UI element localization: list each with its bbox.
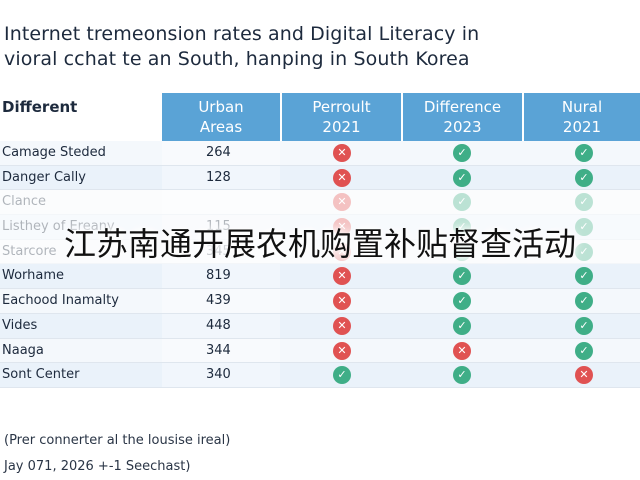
row-label: Sont Center [2, 367, 80, 383]
column-header-line: Perroult [312, 98, 371, 116]
check-icon: ✓ [575, 341, 593, 360]
row-label: Danger Cally [2, 169, 86, 185]
urban-column-band [162, 264, 280, 289]
check-icon: ✓ [575, 168, 593, 187]
check-icon: ✓ [453, 144, 471, 162]
title-line-1: Internet tremeonsion rates and Digital L… [4, 23, 480, 45]
urban-value: 819 [206, 268, 231, 284]
row-label: Camage Steded [2, 145, 106, 160]
table-body: Camage Steded 264 ✕ ✓ ✓ Danger Cally 128 ✕ ✓ ✓ Cla… [0, 141, 640, 388]
check-icon: ✓ [575, 144, 593, 162]
title-block: Internet tremeonsion rates and Digital L… [4, 22, 636, 72]
urban-value: 344 [206, 342, 231, 358]
urban-value: 264 [206, 145, 231, 160]
row-label: Vides [2, 317, 38, 333]
urban-column-band [162, 239, 280, 264]
column-header-perroult: Perroult 2021 [282, 93, 403, 141]
check-icon: ✓ [453, 168, 471, 187]
urban-column-band [162, 215, 280, 239]
row-header-label: Different [2, 98, 78, 116]
table-row: Eachood Inamalty 439 ✕ ✓ ✓ [0, 289, 640, 314]
footnote-date: Jay 071, 2026 +-1 Seechast) [4, 459, 191, 474]
check-icon: ✓ [575, 193, 593, 212]
check-icon: ✓ [575, 242, 593, 261]
check-icon: ✓ [453, 193, 471, 212]
table-row: Clance ✕ ✓ ✓ [0, 190, 640, 216]
urban-column-band [162, 165, 280, 190]
column-header-line: Urban [198, 98, 244, 116]
row-label: Starcore [2, 243, 57, 259]
row-label: Worhame [2, 268, 65, 284]
check-icon: ✓ [575, 267, 593, 286]
table-row: Worhame 819 ✕ ✓ ✓ [0, 264, 640, 290]
urban-value: 345 [206, 243, 231, 259]
overlay-caption: 江苏南通开展农机购置补贴督查活动 [63, 225, 576, 263]
check-icon: ✓ [575, 292, 593, 311]
column-header-difference: Difference 2023 [403, 93, 524, 141]
check-icon: ✓ [575, 316, 593, 335]
check-icon: ✓ [453, 242, 471, 261]
table-row: Danger Cally 128 ✕ ✓ ✓ [0, 165, 640, 191]
check-icon: ✓ [575, 218, 593, 237]
urban-column-band [162, 190, 280, 215]
urban-value: 115 [206, 219, 231, 235]
cross-icon: ✕ [333, 292, 351, 311]
data-table: Different Urban Areas Perroult 2021 Diff… [0, 93, 640, 388]
check-icon: ✓ [333, 366, 351, 385]
column-header-line: 2021 [322, 118, 361, 136]
urban-column-band [162, 363, 280, 387]
cross-icon: ✕ [453, 341, 471, 360]
urban-column-band [162, 141, 280, 165]
row-label: Clance [2, 194, 47, 210]
column-header-line: Nural [561, 98, 603, 116]
table-header: Different Urban Areas Perroult 2021 Diff… [0, 93, 640, 141]
cross-icon: ✕ [575, 366, 593, 385]
table-row: Sont Center 340 ✓ ✓ ✕ [0, 363, 640, 388]
urban-column-band [162, 289, 280, 313]
table-row: Naaga 344 ✕ ✕ ✓ [0, 338, 640, 364]
urban-column-band [162, 338, 280, 363]
cross-icon: ✕ [333, 341, 351, 360]
column-header-line: Difference [423, 98, 502, 116]
urban-value: 439 [206, 293, 231, 309]
column-header-line: 2023 [443, 118, 482, 136]
check-icon: ✓ [453, 292, 471, 311]
footnotes: (Prer connerter al the lousise ireal) Ja… [4, 428, 230, 480]
table-row: Camage Steded 264 ✕ ✓ ✓ [0, 141, 640, 166]
column-header-urban: Urban Areas [162, 93, 282, 141]
column-header-line: Areas [199, 118, 243, 136]
urban-value: 340 [206, 367, 231, 383]
row-label: Eachood Inamalty [2, 293, 119, 309]
table-row: Listhey of Ereany 115 ✕ ✓ ✓ [0, 215, 640, 240]
check-icon: ✓ [453, 218, 471, 237]
cross-icon: ✕ [333, 218, 351, 237]
row-label: Listhey of Ereany [2, 219, 115, 235]
check-icon: ✓ [453, 366, 471, 385]
urban-value: 448 [206, 317, 231, 333]
cross-icon: ✕ [333, 267, 351, 286]
check-icon: ✓ [453, 316, 471, 335]
cross-icon: ✕ [333, 316, 351, 335]
urban-value: 128 [206, 169, 231, 185]
cross-icon: ✕ [333, 168, 351, 187]
footnote-source: (Prer connerter al the lousise ireal) [4, 433, 231, 448]
urban-column-band [162, 313, 280, 338]
check-icon: ✓ [453, 267, 471, 286]
row-label: Naaga [2, 342, 44, 358]
cross-icon: ✕ [333, 193, 351, 212]
column-header-line: 2021 [562, 118, 602, 136]
column-header-nural: Nural 2021 [524, 93, 640, 141]
cross-icon: ✕ [333, 144, 351, 162]
table-row: Vides 448 ✕ ✓ ✓ [0, 313, 640, 339]
title-line-2: vioral cchat te an South, hanping in Sou… [4, 48, 470, 70]
cross-icon: ✕ [333, 242, 351, 261]
table-row: Starcore 345 ✕ ✓ ✓ [0, 239, 640, 265]
